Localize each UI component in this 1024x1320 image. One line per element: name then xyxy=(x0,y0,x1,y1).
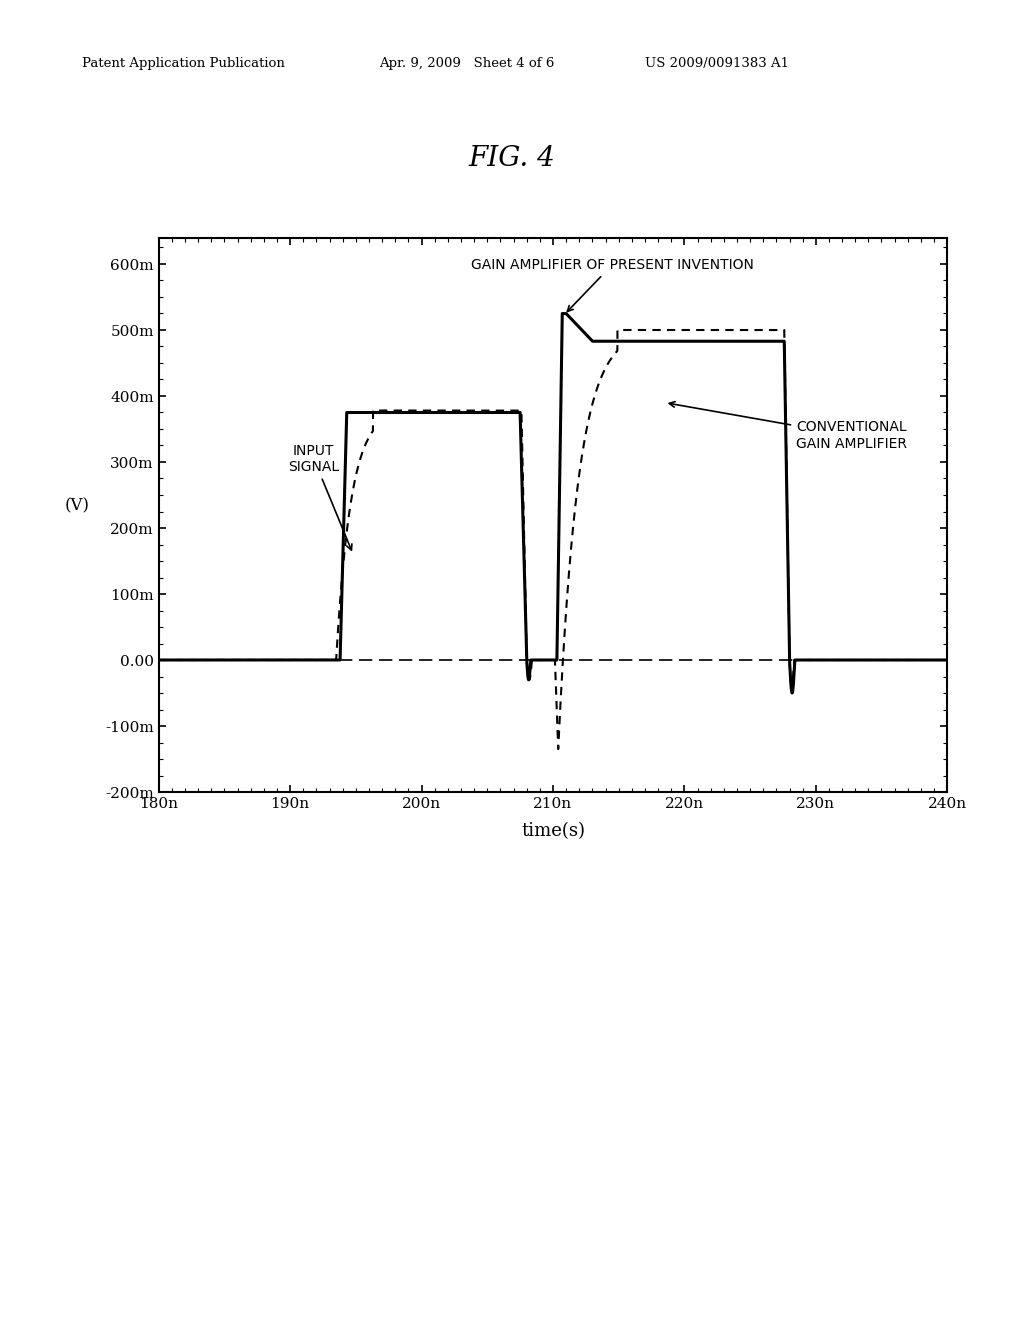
Text: CONVENTIONAL
GAIN AMPLIFIER: CONVENTIONAL GAIN AMPLIFIER xyxy=(670,401,907,450)
Text: US 2009/0091383 A1: US 2009/0091383 A1 xyxy=(645,57,790,70)
Text: GAIN AMPLIFIER OF PRESENT INVENTION: GAIN AMPLIFIER OF PRESENT INVENTION xyxy=(471,257,754,312)
Text: INPUT
SIGNAL: INPUT SIGNAL xyxy=(288,444,352,550)
Text: FIG. 4: FIG. 4 xyxy=(469,145,555,172)
Text: Patent Application Publication: Patent Application Publication xyxy=(82,57,285,70)
Text: Apr. 9, 2009   Sheet 4 of 6: Apr. 9, 2009 Sheet 4 of 6 xyxy=(379,57,554,70)
X-axis label: time(s): time(s) xyxy=(521,822,585,840)
Y-axis label: (V): (V) xyxy=(65,498,90,515)
